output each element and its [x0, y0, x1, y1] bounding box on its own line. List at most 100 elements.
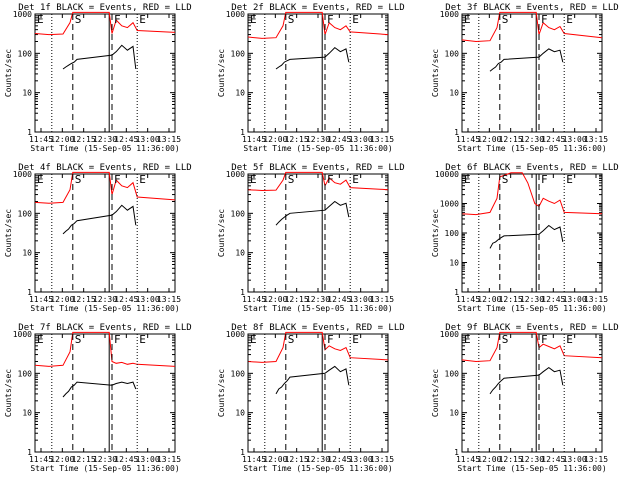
y-axis-label: Counts/sec	[4, 369, 13, 417]
y-tick-label: 1	[27, 448, 32, 457]
lld-series-line	[34, 331, 176, 367]
y-tick-label: 100	[231, 209, 246, 218]
x-tick-label: 12:45	[114, 455, 138, 464]
y-axis-label: Counts/sec	[4, 49, 13, 97]
y-tick-label: 1000	[440, 200, 459, 209]
interval-marker-label: E	[352, 13, 359, 26]
panel-title: Det 9f BLACK = Events, RED = LLD	[445, 323, 618, 333]
x-tick-label: 12:15	[72, 295, 96, 304]
panel-title: Det 4f BLACK = Events, RED = LLD	[18, 163, 191, 173]
x-axis-label: Start Time (15-Sep-05 11:36:00)	[457, 304, 606, 313]
panel-det-1: Det 1f BLACK = Events, RED = LLD 1 10 100 10…	[4, 3, 192, 153]
y-tick-label: 1000	[13, 170, 32, 179]
events-series-line	[489, 48, 564, 72]
y-tick-label: 1	[240, 128, 245, 137]
y-axis-label: Counts/sec	[217, 49, 226, 97]
y-tick-label: 1000	[13, 10, 32, 19]
panel-det-7: Det 7f BLACK = Events, RED = LLD 1 10 100 10…	[4, 323, 192, 473]
x-tick-label: 13:00	[136, 135, 160, 144]
events-series-line	[62, 44, 137, 70]
plot-frame	[247, 173, 389, 293]
plot-frame	[34, 333, 176, 453]
interval-marker-label: E	[352, 333, 359, 346]
interval-marker-label: F	[327, 13, 334, 26]
x-tick-label: 12:00	[477, 295, 501, 304]
interval-marker-label: S	[502, 173, 509, 186]
plot-frame	[461, 173, 603, 293]
y-tick-label: 10000	[435, 170, 459, 179]
panel-det-2: Det 2f BLACK = Events, RED = LLD 1 10 100 10…	[217, 3, 405, 153]
x-tick-label: 12:45	[541, 295, 565, 304]
y-axis-label: Counts/sec	[4, 209, 13, 257]
x-tick-label: 13:00	[136, 295, 160, 304]
y-tick-label: 10	[449, 409, 459, 418]
interval-marker-label: F	[114, 333, 121, 346]
x-tick-label: 11:45	[242, 135, 266, 144]
y-tick-label: 10	[235, 89, 245, 98]
x-tick-label: 11:45	[29, 455, 53, 464]
x-tick-label: 12:30	[520, 135, 544, 144]
x-tick-label: 13:00	[349, 455, 373, 464]
y-tick-label: 100	[445, 229, 460, 238]
y-tick-label: 1000	[226, 10, 245, 19]
x-tick-label: 13:15	[370, 455, 394, 464]
x-tick-label: 13:15	[370, 135, 394, 144]
events-series-line	[275, 200, 350, 226]
x-tick-label: 11:45	[242, 455, 266, 464]
y-tick-label: 1	[27, 128, 32, 137]
x-tick-label: 12:45	[327, 295, 351, 304]
x-tick-label: 13:15	[584, 295, 608, 304]
x-tick-label: 12:00	[50, 455, 74, 464]
panel-title: Det 3f BLACK = Events, RED = LLD	[445, 3, 618, 13]
x-tick-label: 12:00	[263, 135, 287, 144]
interval-marker-label: S	[288, 173, 295, 186]
y-axis-label: Counts/sec	[217, 209, 226, 257]
x-tick-label: 12:00	[477, 455, 501, 464]
y-tick-label: 1000	[440, 330, 459, 339]
events-series-line	[489, 224, 564, 249]
events-series-line	[489, 366, 564, 395]
x-tick-label: 12:30	[306, 295, 330, 304]
x-tick-label: 11:45	[242, 295, 266, 304]
y-axis-label: Counts/sec	[431, 209, 440, 257]
interval-marker-label: E	[464, 333, 471, 346]
x-tick-label: 12:45	[327, 135, 351, 144]
plot-frame	[34, 173, 176, 293]
x-axis-label: Start Time (15-Sep-05 11:36:00)	[30, 144, 179, 153]
x-axis-label: Start Time (15-Sep-05 11:36:00)	[30, 464, 179, 473]
x-tick-label: 12:30	[520, 295, 544, 304]
x-axis-label: Start Time (15-Sep-05 11:36:00)	[457, 464, 606, 473]
y-tick-label: 100	[445, 49, 460, 58]
panel-det-4: Det 4f BLACK = Events, RED = LLD 1 10 100 10…	[4, 163, 192, 313]
y-tick-label: 100	[18, 49, 33, 58]
x-tick-label: 12:15	[285, 135, 309, 144]
x-tick-label: 13:15	[584, 455, 608, 464]
panel-det-6: Det 6f BLACK = Events, RED = LLD 1 10 100 10…	[431, 163, 619, 313]
y-tick-label: 1000	[13, 330, 32, 339]
x-axis-label: Start Time (15-Sep-05 11:36:00)	[243, 144, 392, 153]
y-tick-label: 100	[445, 369, 460, 378]
x-tick-label: 13:15	[157, 455, 181, 464]
interval-marker-label: E	[250, 173, 257, 186]
y-tick-label: 1000	[440, 10, 459, 19]
interval-marker-label: F	[541, 173, 548, 186]
interval-marker-label: S	[75, 333, 82, 346]
interval-marker-label: E	[37, 173, 44, 186]
panel-title: Det 6f BLACK = Events, RED = LLD	[445, 163, 618, 173]
x-tick-label: 12:45	[541, 135, 565, 144]
y-tick-label: 1000	[226, 330, 245, 339]
panel-det-9: Det 9f BLACK = Events, RED = LLD 1 10 100 10…	[431, 323, 619, 473]
x-axis-label: Start Time (15-Sep-05 11:36:00)	[457, 144, 606, 153]
x-tick-label: 13:15	[157, 135, 181, 144]
y-tick-label: 1	[454, 448, 459, 457]
interval-marker-label: E	[139, 333, 146, 346]
x-tick-label: 13:00	[136, 455, 160, 464]
interval-marker-label: E	[566, 173, 573, 186]
x-tick-label: 12:30	[93, 295, 117, 304]
plot-frame	[461, 333, 603, 453]
interval-marker-label: S	[502, 333, 509, 346]
x-tick-label: 12:45	[114, 295, 138, 304]
y-tick-label: 10	[22, 249, 32, 258]
plot-frame	[247, 13, 389, 133]
